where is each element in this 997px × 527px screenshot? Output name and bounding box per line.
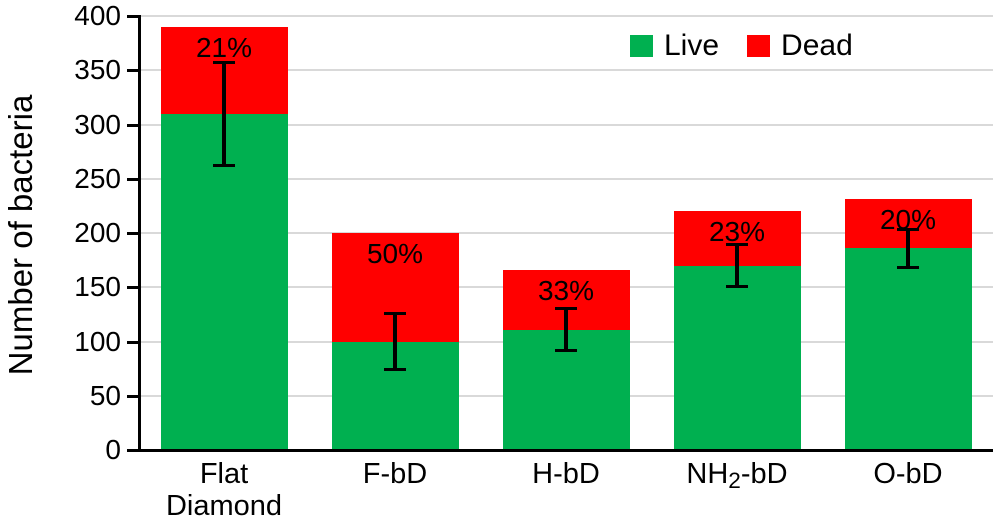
y-tick-label: 200 <box>74 217 121 248</box>
bar-segment-live <box>844 248 972 450</box>
y-tick-label: 0 <box>105 434 121 465</box>
x-axis-label-line: F-bD <box>310 458 480 490</box>
x-axis-label: H-bD <box>481 458 651 490</box>
error-bar-cap-bottom <box>384 367 406 371</box>
y-tick-mark <box>127 69 139 73</box>
x-label-text: H-bD <box>532 458 600 490</box>
y-tick-mark <box>127 123 139 127</box>
bar-percent-label: 33% <box>537 274 595 306</box>
error-bar-cap-bottom <box>555 349 577 353</box>
y-tick-label: 250 <box>74 162 121 194</box>
x-label-text: O-bD <box>873 458 943 490</box>
x-axis-line <box>127 449 993 452</box>
x-axis-label-line: NH2-bD <box>652 458 822 493</box>
bar-percent-label: 23% <box>708 216 766 248</box>
error-bar-cap-top <box>555 306 577 310</box>
bar-percent-label: 50% <box>366 238 424 269</box>
error-bar-line <box>222 61 226 166</box>
x-axis-label: F-bD <box>310 458 480 490</box>
dead-color-swatch-icon <box>747 35 771 57</box>
error-bar-line <box>906 228 910 268</box>
gridline <box>139 232 993 234</box>
live-color-swatch-icon <box>630 35 653 57</box>
bar-segment-live <box>160 113 288 450</box>
error-bar-cap-bottom <box>897 265 919 269</box>
y-tick-mark <box>127 15 139 18</box>
y-tick-mark <box>127 340 139 344</box>
x-axis-label-line: Diamond <box>139 490 309 522</box>
legend-label-dead: Dead <box>781 29 853 62</box>
gridline <box>139 15 993 17</box>
y-tick-label: 400 <box>74 0 121 31</box>
legend-item-dead: Dead <box>747 31 853 61</box>
y-tick-label: 350 <box>74 54 121 86</box>
x-axis-label-line: Flat <box>139 458 309 490</box>
error-bar-line <box>393 313 397 370</box>
y-tick-label: 50 <box>89 379 121 411</box>
error-bar-cap-top <box>726 242 748 246</box>
x-axis-label: Flat Diamond <box>139 458 309 522</box>
legend: Live Dead <box>630 31 853 61</box>
error-bar-cap-bottom <box>213 163 235 167</box>
x-axis-label: O-bD <box>823 458 993 490</box>
error-bar-line <box>735 243 739 288</box>
x-label-text: Flat <box>199 458 249 490</box>
bar-percent-label: 21% <box>195 31 253 63</box>
gridline <box>139 69 993 72</box>
x-label-text: NH <box>686 458 729 490</box>
y-tick-label: 150 <box>74 271 121 303</box>
gridline <box>139 123 993 126</box>
error-bar-line <box>564 307 568 352</box>
y-tick-mark <box>127 286 139 290</box>
x-axis-label-line: H-bD <box>481 458 651 490</box>
error-bar-cap-top <box>213 60 235 64</box>
error-bar-cap-top <box>384 312 406 316</box>
x-label-text: F-bD <box>362 458 428 490</box>
bar-segment-live <box>673 265 801 450</box>
x-axis-label: NH2-bD <box>652 458 822 493</box>
y-tick-label: 300 <box>74 108 121 140</box>
y-tick-mark <box>127 232 139 235</box>
error-bar-cap-bottom <box>726 285 748 289</box>
y-tick-mark <box>127 394 139 398</box>
y-tick-label: 100 <box>74 325 121 357</box>
x-axis-label-line: O-bD <box>823 458 993 490</box>
x-label-text: Diamond <box>165 490 283 522</box>
error-bar-cap-top <box>897 227 919 231</box>
y-tick-mark <box>127 177 139 181</box>
bar-percent-label: 20% <box>879 204 937 236</box>
y-axis-line <box>138 15 141 452</box>
x-label-text: -bD <box>740 458 788 490</box>
x-label-subscript: 2 <box>728 467 741 493</box>
legend-label-live: Live <box>664 29 720 62</box>
legend-item-live: Live <box>630 31 719 61</box>
gridline <box>139 177 993 180</box>
